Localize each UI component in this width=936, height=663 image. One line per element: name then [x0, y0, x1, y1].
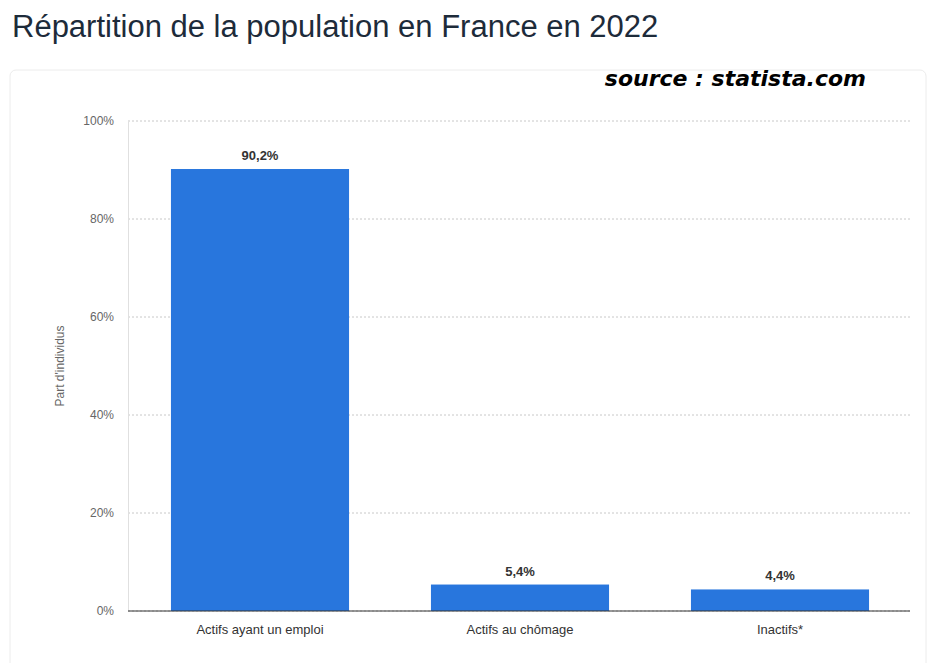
grid-line	[128, 121, 910, 122]
y-axis: 0% 20% 40% 60% 80% 100%	[83, 114, 128, 618]
bar	[171, 169, 349, 611]
annotation: source : statista.com	[605, 66, 866, 91]
x-tick-label: Actifs au chômage	[467, 622, 574, 637]
grid-line	[128, 611, 910, 612]
y-tick-label: 60%	[90, 310, 114, 324]
data-labels: 90,2% 5,4% 4,4%	[242, 148, 796, 583]
y-tick-label: 0%	[97, 604, 115, 618]
x-tick: Inactifs*	[757, 611, 803, 637]
y-tick: 60%	[90, 310, 128, 324]
x-axis: Actifs ayant un emploi Actifs au chômage I…	[128, 611, 910, 637]
y-tick-label: 80%	[90, 212, 114, 226]
data-label: 4,4%	[765, 568, 795, 583]
y-tick: 80%	[90, 212, 128, 226]
grid	[128, 121, 910, 611]
y-tick-label: 40%	[90, 408, 114, 422]
y-tick: 0%	[97, 604, 128, 618]
y-tick: 40%	[90, 408, 128, 422]
data-label: 5,4%	[505, 564, 535, 579]
y-tick: 100%	[83, 114, 128, 128]
data-label: 90,2%	[242, 148, 279, 163]
x-tick-label: Actifs ayant un emploi	[196, 622, 323, 637]
y-tick-label: 100%	[83, 114, 114, 128]
chart-root: Répartition de la population en France e…	[0, 0, 936, 663]
y-tick: 20%	[90, 506, 128, 520]
y-tick-label: 20%	[90, 506, 114, 520]
y-axis-title: Part d'individus	[53, 326, 67, 407]
bar	[431, 585, 609, 611]
card	[10, 70, 926, 663]
y-axis-line	[128, 122, 129, 612]
bar	[691, 589, 869, 611]
x-tick-label: Inactifs*	[757, 622, 803, 637]
x-tick: Actifs au chômage	[467, 611, 574, 637]
x-axis-line	[128, 611, 910, 612]
x-tick: Actifs ayant un emploi	[196, 611, 323, 637]
bars	[171, 169, 869, 611]
title: Répartition de la population en France e…	[12, 9, 658, 44]
